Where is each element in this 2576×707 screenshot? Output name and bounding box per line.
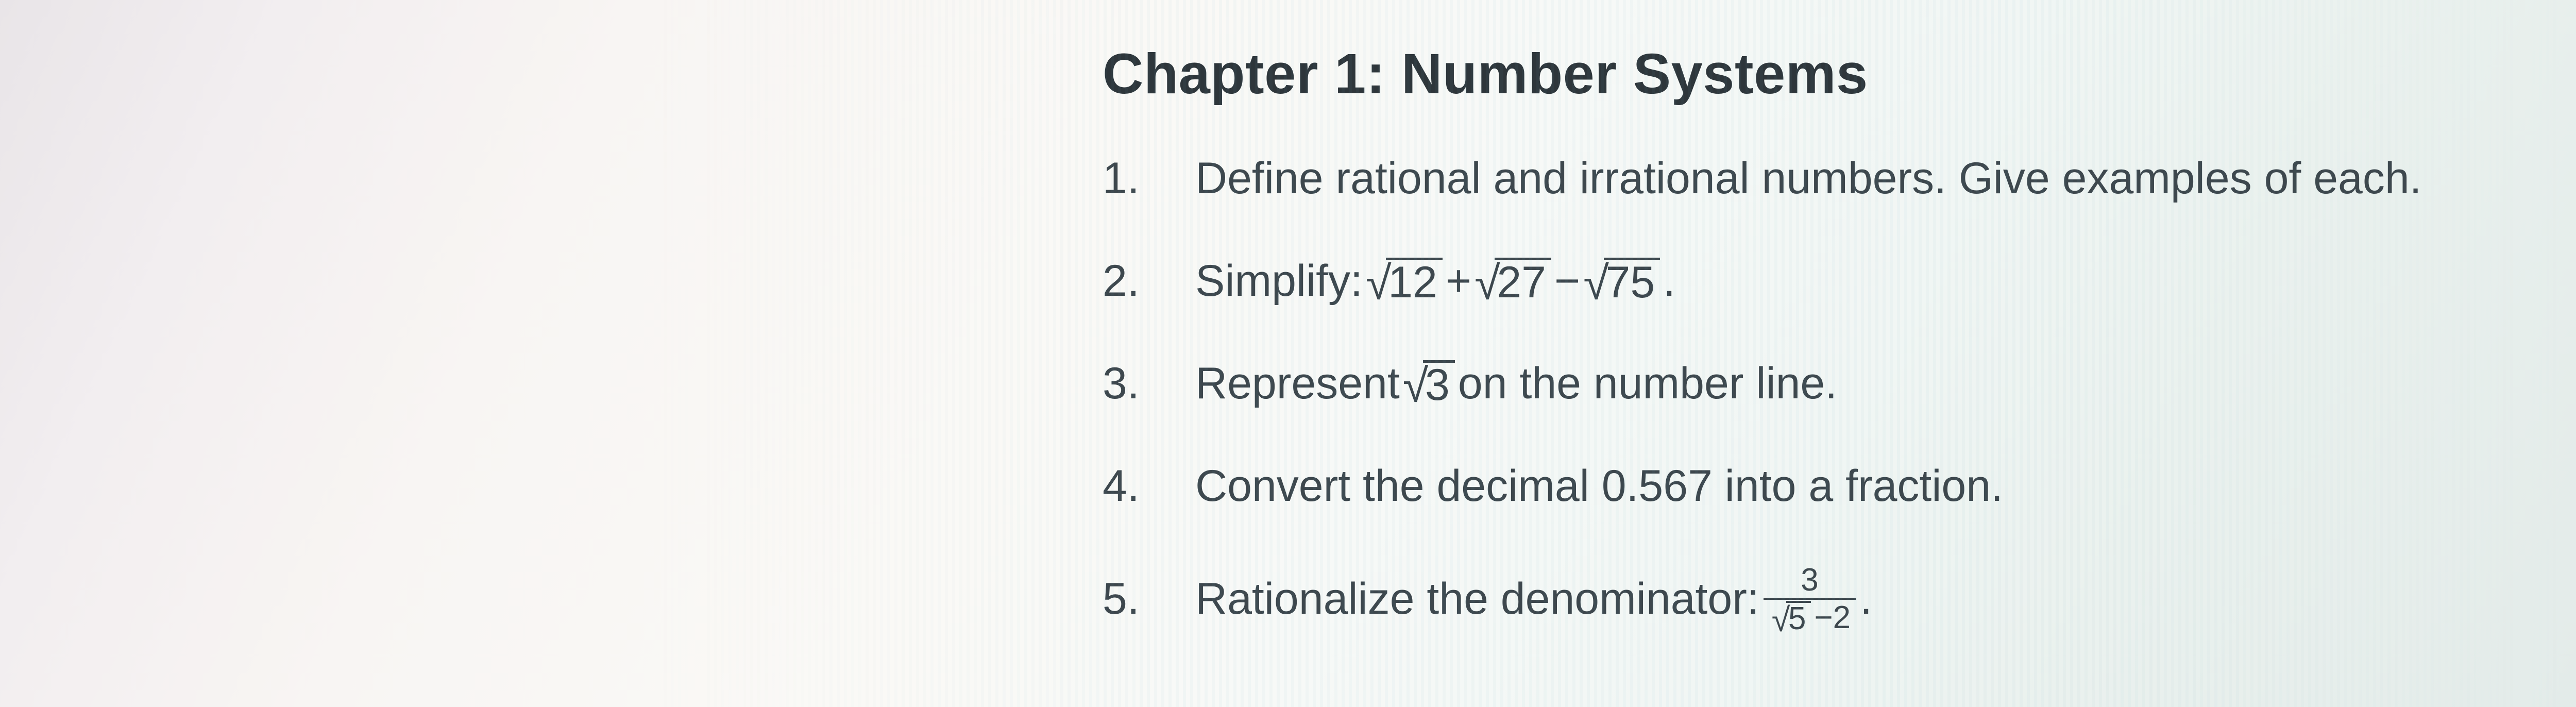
fraction-3-over-root5-minus-2: 3 √ 5 − 2 xyxy=(1764,563,1856,635)
chapter-title: Chapter 1: Number Systems xyxy=(1103,41,2576,107)
q3-lead: Represent xyxy=(1195,358,1400,409)
radicand-12: 12 xyxy=(1386,258,1443,305)
radical-icon: √ xyxy=(1475,260,1500,307)
sqrt-75: √ 75 xyxy=(1583,258,1660,305)
q5-lead: Rationalize the denominator: xyxy=(1195,574,1759,625)
q3-tail: on the number line. xyxy=(1458,358,1837,409)
question-4: Convert the decimal 0.567 into a fractio… xyxy=(1103,461,2576,512)
q2-period: . xyxy=(1663,256,1675,307)
q2-plus: + xyxy=(1446,256,1471,307)
den-2: 2 xyxy=(1833,601,1851,634)
sqrt-27: √ 27 xyxy=(1475,258,1551,305)
sqrt-12: √ 12 xyxy=(1366,258,1443,305)
q5-period: . xyxy=(1860,574,1872,625)
radicand-75: 75 xyxy=(1604,258,1660,305)
question-1: Define rational and irrational numbers. … xyxy=(1103,153,2576,204)
fraction-numerator: 3 xyxy=(1795,563,1823,598)
radical-icon: √ xyxy=(1772,602,1790,636)
worksheet-page: Chapter 1: Number Systems Define rationa… xyxy=(0,0,2576,635)
radical-icon: √ xyxy=(1403,363,1429,409)
question-4-text: Convert the decimal 0.567 into a fractio… xyxy=(1195,461,2003,512)
q2-lead: Simplify: xyxy=(1195,256,1363,307)
question-list: Define rational and irrational numbers. … xyxy=(1103,153,2576,635)
question-3: Represent √ 3 on the number line. xyxy=(1103,358,2576,409)
question-1-text: Define rational and irrational numbers. … xyxy=(1195,153,2422,204)
radical-icon: √ xyxy=(1366,260,1392,307)
question-2-text: Simplify: √ 12 + √ 27 − √ 75 . xyxy=(1195,256,1675,307)
den-minus: − xyxy=(1814,601,1833,634)
question-3-text: Represent √ 3 on the number line. xyxy=(1195,358,1837,409)
question-2: Simplify: √ 12 + √ 27 − √ 75 . xyxy=(1103,256,2576,307)
question-5-text: Rationalize the denominator: 3 √ 5 − 2 . xyxy=(1195,563,1872,635)
radicand-27: 27 xyxy=(1495,258,1551,305)
q2-minus: − xyxy=(1554,256,1580,307)
question-5: Rationalize the denominator: 3 √ 5 − 2 . xyxy=(1103,563,2576,635)
fraction-denominator: √ 5 − 2 xyxy=(1764,598,1856,635)
sqrt-5: √ 5 xyxy=(1772,601,1811,635)
radical-icon: √ xyxy=(1583,260,1609,307)
sqrt-3: √ 3 xyxy=(1403,360,1455,407)
